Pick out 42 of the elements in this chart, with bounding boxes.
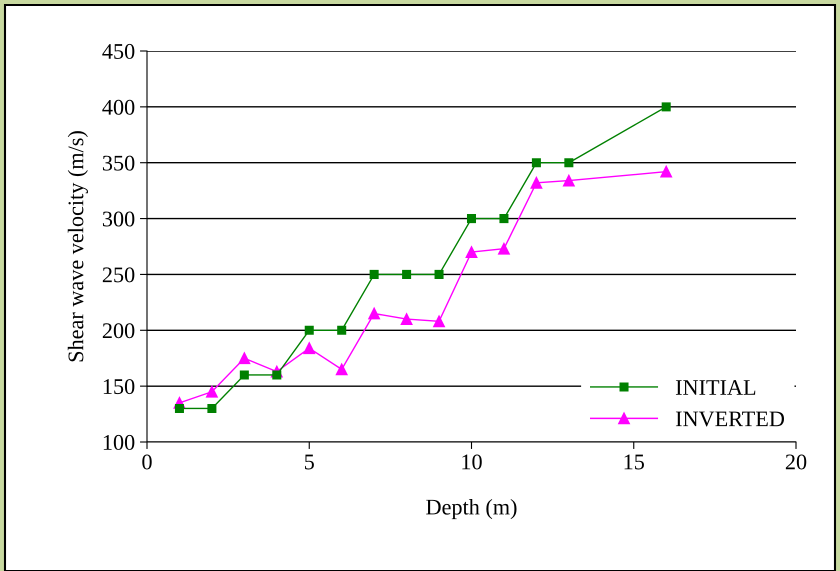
point — [304, 326, 314, 335]
y-tick-label: 150 — [104, 379, 134, 394]
x-tick-label: 10 — [462, 454, 482, 470]
y-tick-label: 200 — [102, 323, 134, 338]
point — [564, 158, 574, 168]
point — [337, 326, 346, 335]
y-tick-label: 400 — [102, 100, 134, 115]
y-tick-label: 300 — [102, 212, 134, 226]
point — [402, 270, 412, 279]
x-tick-label: 15 — [624, 454, 644, 470]
point — [466, 214, 476, 224]
point — [530, 176, 542, 189]
legend-label: INVERTED — [676, 412, 784, 426]
y-axis-title: Shear wave velocity (m/s) — [68, 131, 88, 362]
point — [498, 242, 510, 255]
point — [434, 270, 444, 279]
point — [207, 404, 216, 413]
point — [303, 342, 316, 354]
point — [400, 313, 413, 326]
point — [660, 166, 672, 178]
point — [206, 386, 218, 398]
point — [499, 214, 508, 224]
y-tick-label: 450 — [102, 44, 134, 59]
point — [174, 404, 184, 413]
point — [336, 363, 348, 376]
legend-label: INITIAL — [676, 380, 756, 395]
point — [238, 352, 250, 364]
point — [466, 246, 478, 258]
point — [662, 102, 671, 112]
y-tick-label: 350 — [102, 156, 134, 171]
y-tick-label: 250 — [102, 267, 134, 282]
x-tick-label: 20 — [786, 454, 806, 470]
point — [562, 174, 575, 186]
point — [532, 158, 541, 168]
y-tick-label: 100 — [104, 434, 134, 450]
point — [240, 370, 249, 380]
x-axis-title: Depth (m) — [426, 498, 516, 520]
x-tick-label: 0 — [142, 454, 152, 470]
point — [370, 270, 379, 279]
point — [368, 308, 380, 320]
point — [433, 315, 445, 328]
x-tick-label: 5 — [304, 454, 314, 470]
